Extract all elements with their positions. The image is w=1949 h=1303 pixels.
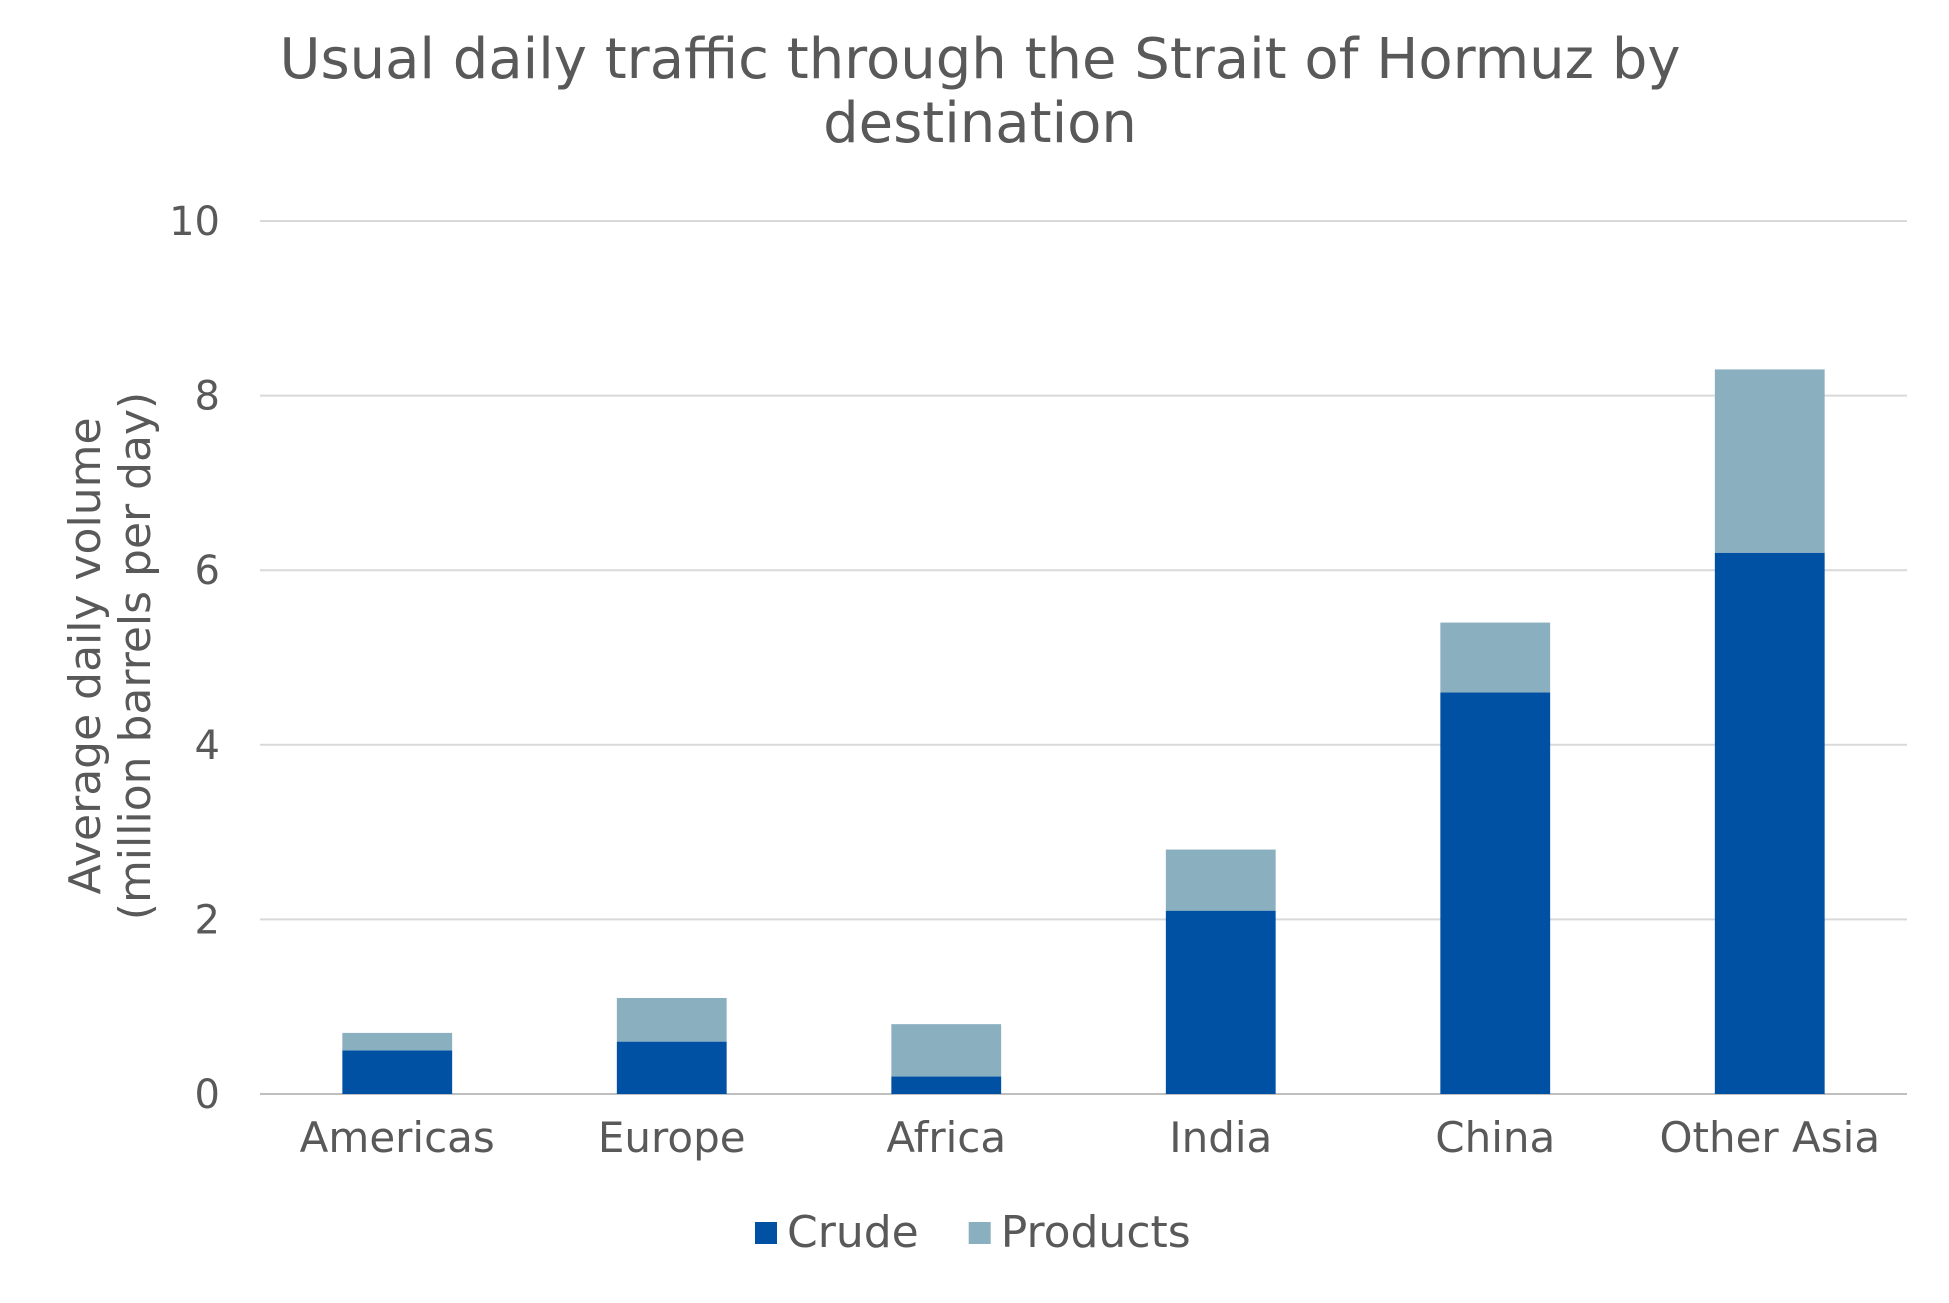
x-tick-label: Other Asia xyxy=(1659,1113,1880,1162)
bar-crude-other-asia xyxy=(1714,552,1825,1094)
x-tick-label: India xyxy=(1169,1113,1272,1162)
x-tick-label: Africa xyxy=(886,1113,1006,1162)
y-tick-label: 2 xyxy=(195,897,220,943)
y-axis-label-line-2: (million barrels per day) xyxy=(110,392,161,920)
x-tick-label: Americas xyxy=(300,1113,495,1162)
y-tick-label: 4 xyxy=(195,723,220,769)
bar-products-india xyxy=(1165,849,1276,911)
chart-title-line-1: Usual daily traffic through the Strait o… xyxy=(279,27,1680,92)
y-axis-label-line-1: Average daily volume xyxy=(60,417,111,894)
bar-products-other-asia xyxy=(1714,369,1825,553)
bar-crude-europe xyxy=(616,1041,727,1094)
bar-crude-india xyxy=(1165,910,1276,1094)
bar-crude-africa xyxy=(891,1076,1002,1094)
x-tick-label: Europe xyxy=(598,1113,746,1162)
legend-label-products: Products xyxy=(1001,1207,1191,1258)
bar-products-china xyxy=(1440,622,1551,693)
bar-products-europe xyxy=(616,997,727,1042)
x-tick-label: China xyxy=(1435,1113,1555,1162)
y-tick-label: 0 xyxy=(195,1072,220,1118)
legend-swatch-crude xyxy=(755,1222,777,1244)
y-tick-label: 8 xyxy=(195,374,220,420)
legend-swatch-products xyxy=(968,1222,991,1244)
bar-products-americas xyxy=(342,1032,453,1051)
y-tick-label: 10 xyxy=(169,199,220,245)
y-tick-label: 6 xyxy=(195,548,220,594)
chart-title-line-2: destination xyxy=(823,91,1137,156)
bar-products-africa xyxy=(891,1024,1002,1077)
bar-crude-china xyxy=(1440,692,1551,1094)
bar-crude-americas xyxy=(342,1050,453,1094)
legend-label-crude: Crude xyxy=(787,1207,919,1258)
